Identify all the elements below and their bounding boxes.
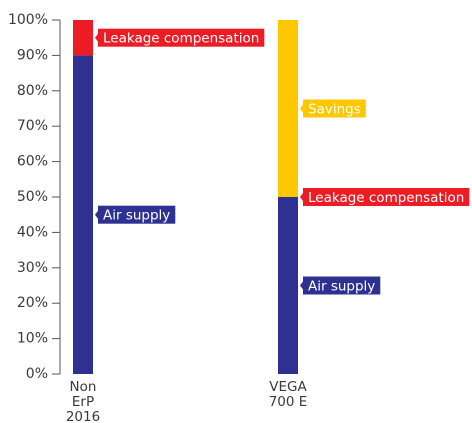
x-tick-label: Non ErP 2016 unit (65, 379, 101, 423)
label-box (98, 205, 176, 224)
bar-segment (73, 55, 93, 375)
y-tick-label: 60% (17, 154, 48, 170)
label-pointer (300, 193, 303, 201)
y-tick-label: 0% (26, 366, 48, 382)
bar-segment (278, 20, 298, 197)
segment-label: Air supply (95, 205, 176, 224)
series-label: Leakage compensation (103, 31, 259, 47)
series-label: Leakage compensation (308, 190, 464, 206)
label-pointer (300, 104, 303, 113)
y-tick-label: 10% (17, 331, 48, 347)
segment-label: Air supply (300, 276, 381, 295)
label-box (303, 188, 470, 206)
y-tick-label: 80% (17, 83, 48, 99)
label-box (303, 99, 366, 118)
y-tick-label: 90% (17, 47, 48, 63)
segment-label: Leakage compensation (300, 188, 470, 206)
x-tick-label: VEGA 700 E (268, 379, 308, 410)
segment-label: Savings (300, 99, 366, 118)
y-tick-label: 70% (17, 118, 48, 134)
label-pointer (300, 281, 303, 290)
label-pointer (95, 33, 98, 42)
bar-segment (73, 20, 93, 56)
segment-label: Leakage compensation (95, 28, 265, 47)
series-label: Savings (308, 102, 361, 118)
series-label: Air supply (103, 208, 170, 224)
label-pointer (95, 210, 98, 219)
label-box (303, 276, 381, 295)
y-tick-label: 100% (8, 12, 48, 28)
label-box (98, 28, 265, 47)
y-tick-label: 50% (17, 189, 48, 205)
y-tick-label: 40% (17, 224, 48, 240)
y-tick-label: 20% (17, 295, 48, 311)
series-label: Air supply (308, 279, 375, 295)
y-tick-label: 30% (17, 260, 48, 276)
bar-segment (278, 197, 298, 374)
